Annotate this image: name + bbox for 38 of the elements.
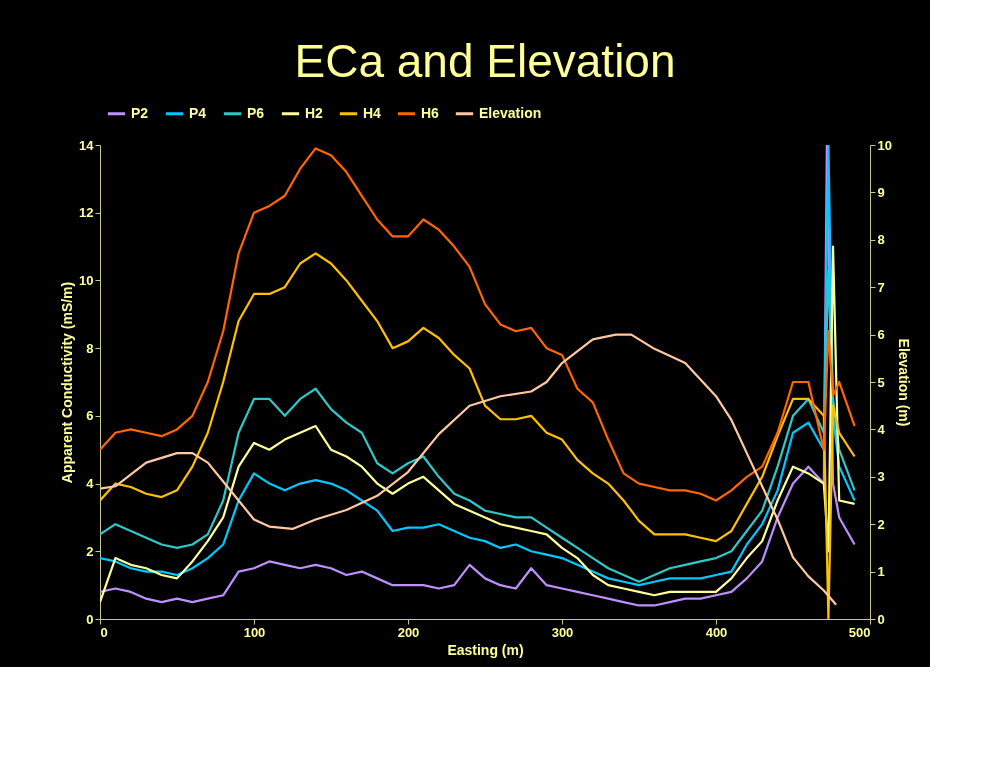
line-series: [100, 333, 838, 606]
y-tick-label: 14: [79, 137, 95, 153]
y-tick-label: 0: [86, 611, 94, 627]
y-tick-label: 4: [86, 476, 95, 492]
y2-tick-label: 8: [877, 232, 885, 248]
legend-label: P2: [131, 104, 149, 121]
y-tick-label: 10: [79, 272, 94, 288]
x-tick-label: 200: [397, 624, 420, 640]
y-tick-label: 2: [86, 543, 94, 559]
y2-tick-label: 9: [877, 184, 885, 200]
legend-label: H6: [421, 104, 440, 121]
legend-label: H2: [305, 104, 324, 121]
y2-tick-label: 6: [877, 327, 885, 343]
y2-tick-label: 2: [877, 516, 885, 532]
y2-tick-label: 10: [877, 137, 892, 153]
legend-label: H4: [363, 104, 382, 121]
x-tick-label: 0: [100, 624, 108, 640]
y2-axis-title: Elevation (m): [895, 338, 912, 427]
y2-tick-label: 0: [877, 611, 885, 627]
x-tick-label: 300: [551, 624, 574, 640]
x-tick-label: 500: [848, 624, 871, 640]
chart-title: ECa and Elevation: [294, 35, 676, 87]
y-tick-label: 6: [86, 408, 94, 424]
y2-tick-label: 3: [877, 469, 885, 485]
x-axis-title: Easting (m): [447, 641, 524, 658]
y2-tick-label: 4: [877, 421, 886, 437]
y2-tick-label: 1: [877, 564, 885, 580]
y2-tick-label: 5: [877, 374, 885, 390]
legend-label: P4: [189, 104, 207, 121]
x-tick-label: 400: [705, 624, 728, 640]
legend-label: Elevation: [479, 104, 542, 121]
x-tick-label: 100: [243, 624, 266, 640]
y-tick-label: 8: [86, 340, 94, 356]
y-tick-label: 12: [79, 205, 94, 221]
line-series: [100, 147, 856, 502]
legend-label: P6: [247, 104, 265, 121]
y2-tick-label: 7: [877, 279, 885, 295]
y-axis-title: Apparent Conductivity (mS/m): [59, 281, 76, 484]
